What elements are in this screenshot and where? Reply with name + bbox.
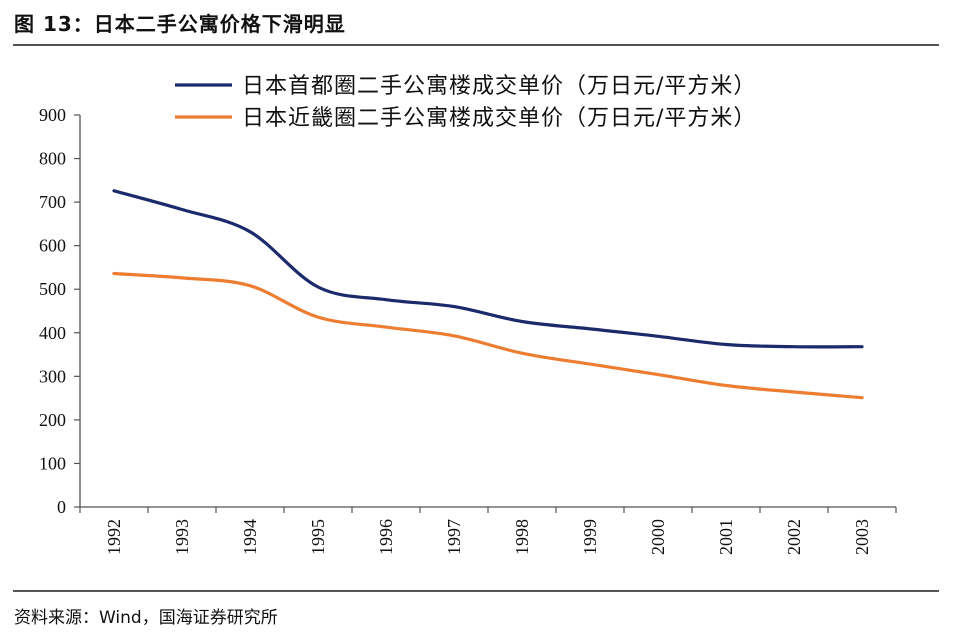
source-rule <box>13 590 939 592</box>
y-tick-label: 300 <box>39 366 66 386</box>
y-tick-label: 400 <box>39 323 66 343</box>
title-rule <box>13 44 939 46</box>
series-line-2 <box>112 271 864 400</box>
figure-title: 图 13：日本二手公寓价格下滑明显 <box>14 12 346 36</box>
y-tick-label: 500 <box>39 279 66 299</box>
x-tick-label: 1999 <box>580 519 600 555</box>
x-tick-label: 1997 <box>444 519 464 555</box>
series-line-1 <box>112 189 864 349</box>
line-chart: 0 100 200 300 400 500 600 700 800 900 1992 1993 1994… <box>39 74 897 555</box>
legend-label-2: 日本近畿圈二手公寓楼成交单价（万日元/平方米） <box>242 106 756 131</box>
x-tick-label: 1998 <box>512 519 532 555</box>
y-tick-label: 100 <box>39 453 66 473</box>
x-tick-label: 1993 <box>172 519 192 555</box>
x-tick-label: 1996 <box>376 519 396 555</box>
x-tick-label: 2000 <box>648 519 668 555</box>
y-tick-label: 0 <box>57 497 66 517</box>
y-tick-label: 600 <box>39 236 66 256</box>
x-tick-label: 1995 <box>308 519 328 555</box>
y-tick-label: 200 <box>39 410 66 430</box>
y-tick-label: 800 <box>39 149 66 169</box>
x-tick-label: 2002 <box>784 519 804 555</box>
legend-label-1: 日本首都圈二手公寓楼成交单价（万日元/平方米） <box>242 74 756 99</box>
x-tick-label: 2003 <box>852 519 872 555</box>
source-note: 资料来源：Wind，国海证券研究所 <box>14 608 278 628</box>
x-tick-label: 2001 <box>716 519 736 555</box>
y-tick-label: 900 <box>39 105 66 125</box>
x-tick-label: 1992 <box>104 519 124 555</box>
y-tick-label: 700 <box>39 192 66 212</box>
x-tick-label: 1994 <box>240 519 260 555</box>
